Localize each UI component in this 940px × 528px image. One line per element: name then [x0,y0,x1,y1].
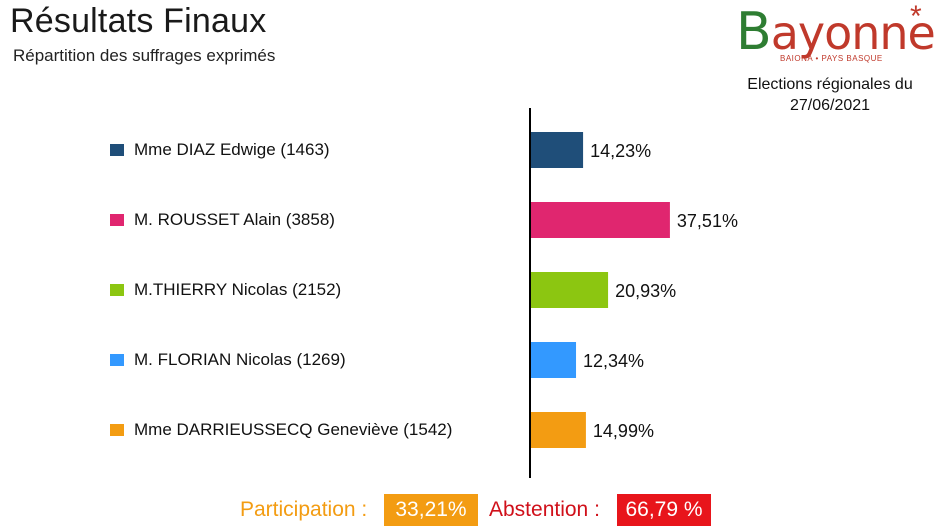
legend-swatch [110,424,124,436]
bar-value-label: 14,99% [593,421,654,441]
legend-label: Mme DIAZ Edwige (1463) [134,140,330,159]
legend-swatch [110,214,124,226]
bar-value-label: 20,93% [615,281,676,301]
page-subtitle: Répartition des suffrages exprimés [13,46,276,65]
participation-label: Participation : [240,498,368,521]
logo-wordmark: Bayonne [736,2,936,62]
logo-tagline: BAIONA • PAYS BASQUE [780,54,883,63]
bar-value-label: 37,51% [677,211,738,231]
legend-label: M.THIERRY Nicolas (2152) [134,280,342,299]
legend-label: Mme DARRIEUSSECQ Geneviève (1542) [134,420,453,439]
election-title: Elections régionales du [747,76,913,93]
bar [530,202,670,238]
legend-label: M. ROUSSET Alain (3858) [134,210,335,229]
bar [530,272,609,308]
bar-value-label: 14,23% [590,141,651,161]
legend-swatch [110,284,124,296]
election-date: 27/06/2021 [789,97,871,114]
legend-swatch [110,354,124,366]
election-info: Elections régionales du 27/06/2021 [730,74,930,116]
legend-item: Mme DARRIEUSSECQ Geneviève (1542) [110,420,452,440]
legend-item: M.THIERRY Nicolas (2152) [110,280,341,300]
bayonne-logo: Bayonne * BAIONA • PAYS BASQUE [736,2,936,72]
abstention-label: Abstention : [489,498,600,521]
page-title: Résultats Finaux [10,2,267,40]
bar [530,132,584,168]
bar [530,342,577,378]
legend-swatch [110,144,124,156]
logo-star-icon: * [910,0,922,33]
legend-item: Mme DIAZ Edwige (1463) [110,140,330,160]
legend-item: M. ROUSSET Alain (3858) [110,210,335,230]
bar [530,412,586,448]
legend-item: M. FLORIAN Nicolas (1269) [110,350,346,370]
abstention-value: 66,79 % [617,494,711,526]
turnout-footer: Participation : 33,21% Abstention : 66,7… [0,494,940,528]
participation-value: 33,21% [384,494,478,526]
bar-value-label: 12,34% [583,351,644,371]
legend-label: M. FLORIAN Nicolas (1269) [134,350,346,369]
